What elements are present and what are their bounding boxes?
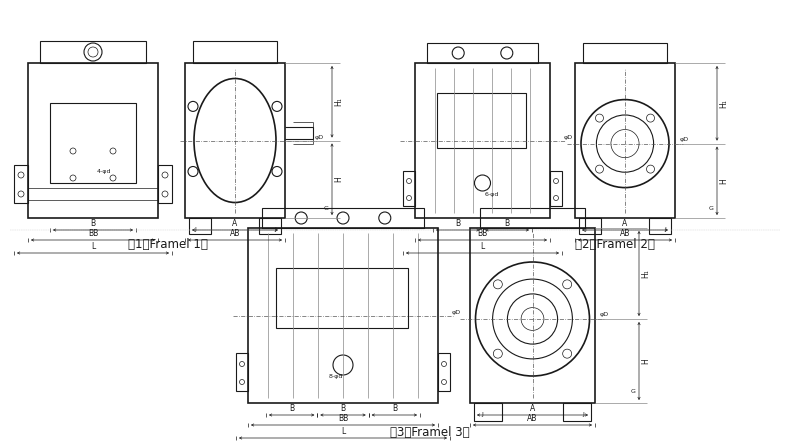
Bar: [262, 208, 424, 228]
Bar: [563, 403, 591, 421]
Text: AB: AB: [230, 229, 240, 238]
Text: H: H: [641, 358, 650, 364]
Text: L: L: [91, 242, 95, 251]
Text: H₁: H₁: [334, 97, 343, 106]
Text: G: G: [324, 206, 329, 211]
Text: A: A: [530, 404, 535, 413]
Bar: [583, 43, 667, 63]
Text: 8-φd: 8-φd: [329, 374, 344, 379]
Text: L: L: [480, 242, 484, 251]
Bar: [415, 63, 550, 218]
Bar: [259, 218, 281, 234]
Bar: [470, 228, 595, 403]
Bar: [14, 165, 28, 203]
Text: H: H: [334, 177, 343, 182]
Bar: [248, 228, 438, 403]
Bar: [189, 218, 211, 234]
Bar: [403, 171, 415, 206]
Bar: [437, 93, 526, 148]
Text: AB: AB: [620, 229, 630, 238]
Text: AB: AB: [527, 414, 538, 423]
Bar: [158, 165, 172, 203]
Bar: [40, 41, 146, 63]
Bar: [427, 43, 538, 63]
Bar: [50, 103, 136, 183]
Bar: [649, 218, 671, 234]
Text: φD: φD: [452, 310, 461, 314]
Bar: [438, 353, 450, 391]
Text: B: B: [289, 404, 294, 413]
Text: G: G: [709, 206, 713, 211]
Text: 图1（Framel 1）: 图1（Framel 1）: [128, 238, 208, 251]
Text: J: J: [582, 412, 584, 417]
Text: H₁: H₁: [641, 269, 650, 278]
Text: φD: φD: [680, 137, 689, 142]
Bar: [236, 353, 248, 391]
Text: J: J: [274, 227, 276, 232]
Text: 6-φd: 6-φd: [484, 192, 498, 197]
Text: φD: φD: [564, 134, 573, 139]
Text: BB: BB: [477, 229, 487, 238]
Bar: [474, 403, 502, 421]
Bar: [480, 208, 585, 228]
Text: G: G: [630, 389, 635, 394]
Text: B: B: [455, 219, 461, 228]
Text: J: J: [194, 227, 196, 232]
Bar: [193, 41, 277, 63]
Text: B: B: [90, 219, 96, 228]
Bar: [28, 63, 158, 218]
Text: J: J: [481, 412, 483, 417]
Text: 图2（Framel 2）: 图2（Framel 2）: [575, 238, 655, 251]
Text: 图3（Framel 3）: 图3（Framel 3）: [390, 426, 470, 439]
Bar: [185, 63, 285, 218]
Text: BB: BB: [338, 414, 348, 423]
Text: A: A: [232, 219, 238, 228]
Bar: [575, 63, 675, 218]
Bar: [550, 171, 562, 206]
Text: H₁: H₁: [719, 99, 728, 108]
Text: A: A: [623, 219, 627, 228]
Text: φD: φD: [315, 134, 324, 139]
Text: B: B: [505, 219, 510, 228]
Text: B: B: [392, 404, 397, 413]
Text: L: L: [340, 427, 345, 436]
Text: 4-φd: 4-φd: [97, 168, 111, 173]
Text: H: H: [719, 178, 728, 184]
Text: J: J: [584, 227, 586, 232]
Text: B: B: [340, 404, 345, 413]
Text: J: J: [664, 227, 666, 232]
Bar: [276, 268, 408, 328]
Text: BB: BB: [88, 229, 98, 238]
Text: φD: φD: [600, 312, 609, 317]
Bar: [579, 218, 601, 234]
